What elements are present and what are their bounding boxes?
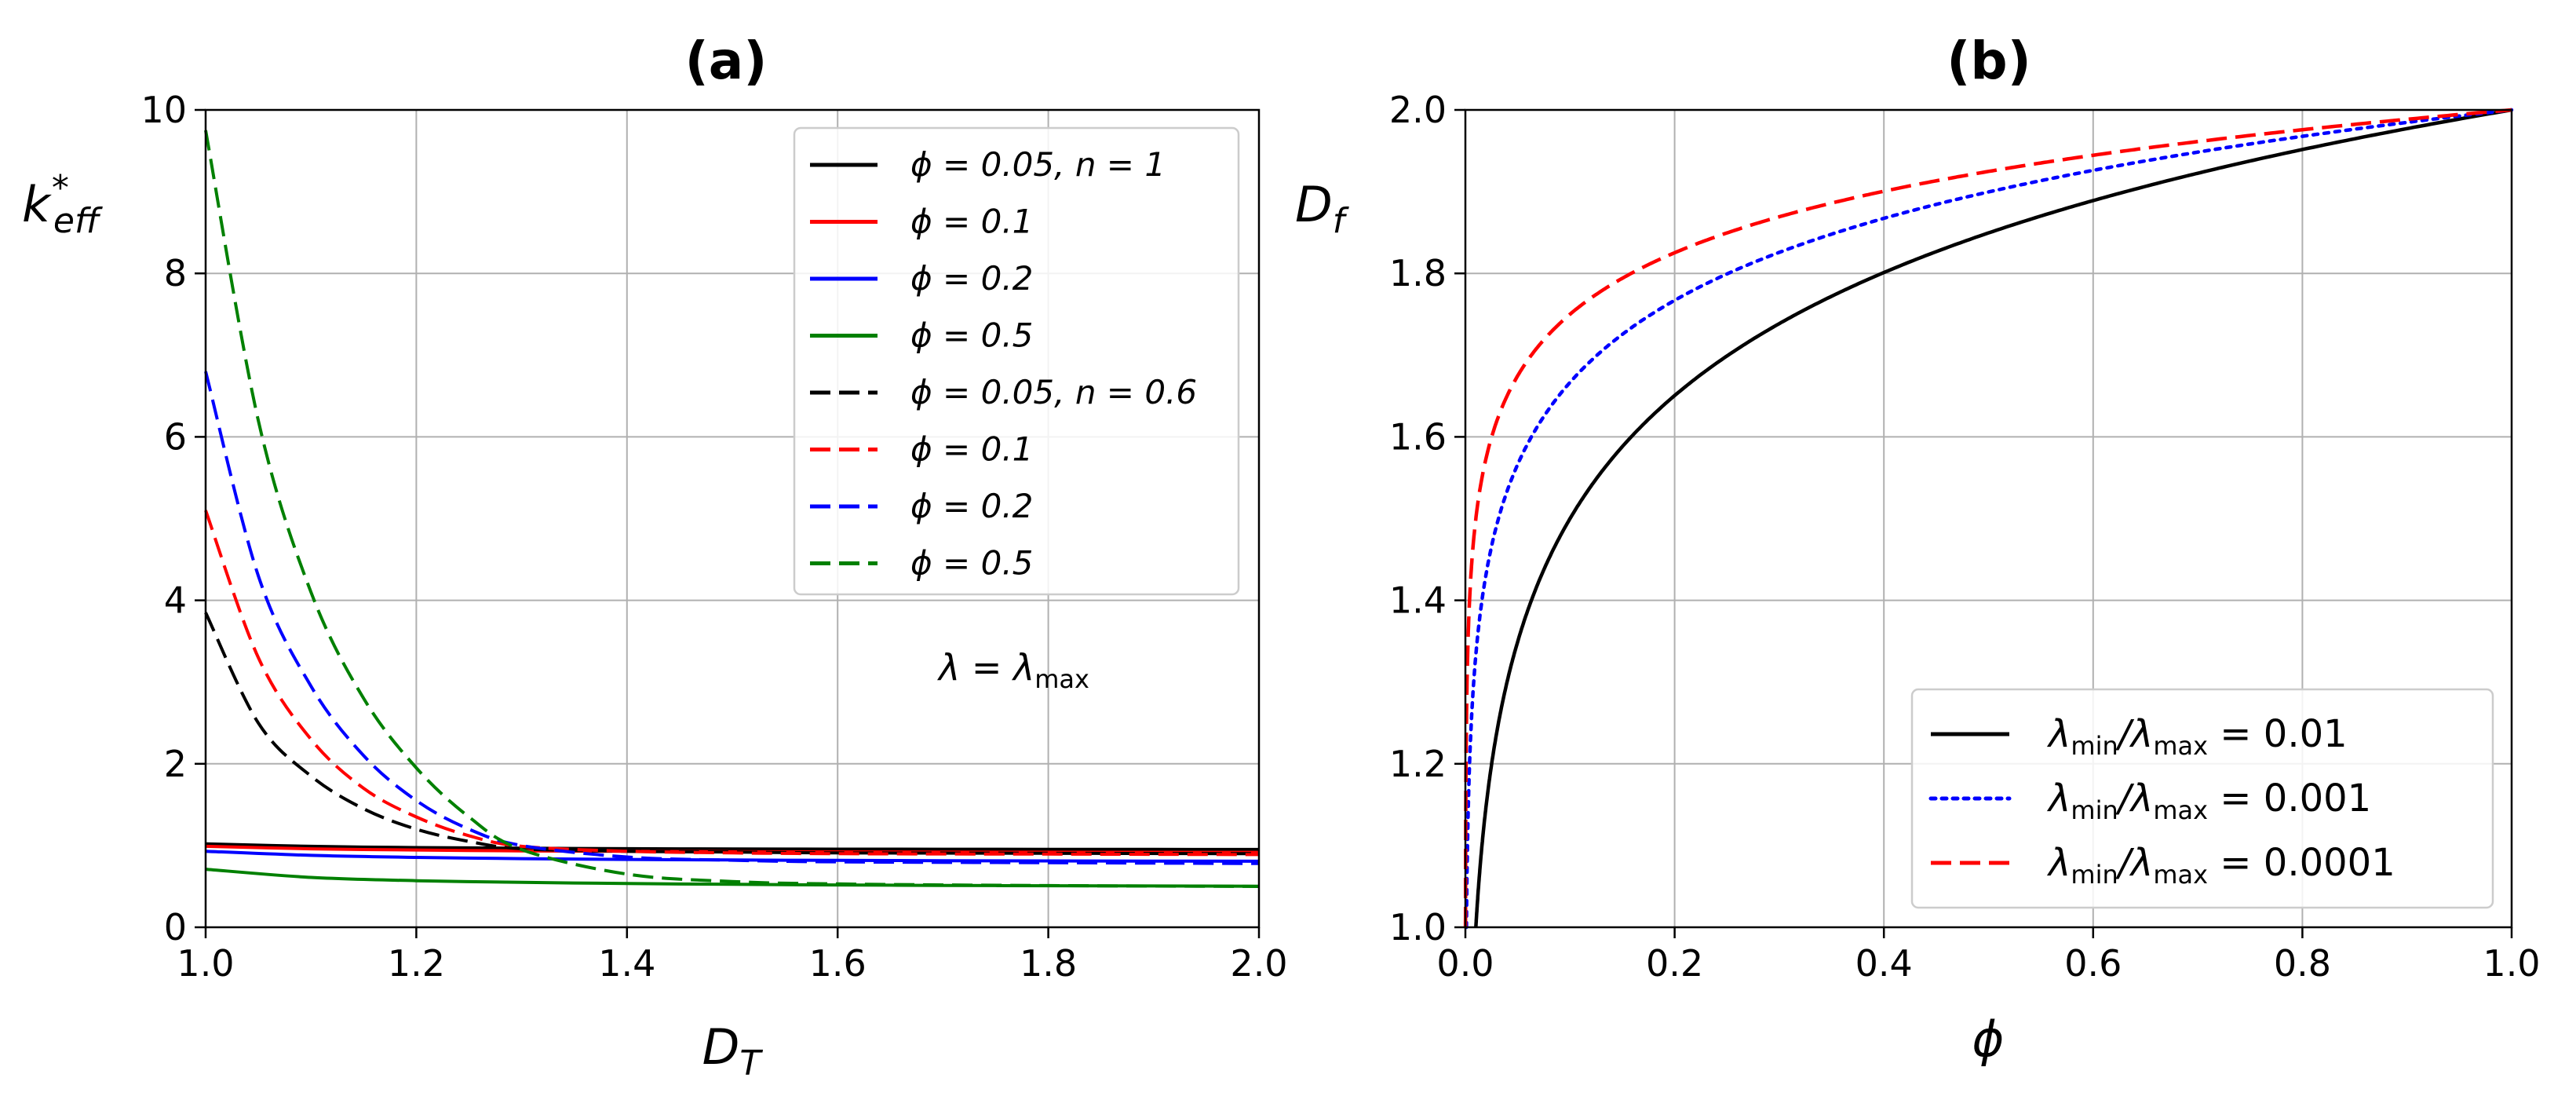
panel-a-series-7-line xyxy=(204,130,1260,888)
panel-b-legend-label-1: λmin/λmax = 0.001 xyxy=(2046,777,2371,825)
panel-a-xtick-label: 1.4 xyxy=(598,942,655,985)
panel-b-ytick-label: 1.0 xyxy=(1389,906,1447,948)
panel-a-legend-frame xyxy=(793,126,1240,596)
panel-b-xlabel: ϕ xyxy=(1972,1010,2005,1068)
panel-a-ytick-label: 8 xyxy=(164,252,187,294)
panel-a-ytick-label: 4 xyxy=(164,579,187,622)
panel-a-xlabel-main: D xyxy=(702,1018,740,1076)
panel-a-xtick-label: 1.2 xyxy=(388,942,445,985)
panel-a-title: (a) xyxy=(685,31,768,91)
panel-a-annotation-text: λ = λ xyxy=(936,646,1034,689)
panel-b-lines xyxy=(1463,108,2514,930)
panel-b-legend-label-2: λmin/λmax = 0.0001 xyxy=(2046,841,2395,890)
panel-b-series-0-line xyxy=(1474,108,2512,928)
panel-b-series-2-line xyxy=(1463,108,2512,927)
panel-b-ytick-label: 1.4 xyxy=(1389,579,1447,622)
panel-b-legend-frame xyxy=(1910,688,2494,909)
panel-a-ylabel-sup: * xyxy=(52,168,69,208)
panel-b-ticks: 0.0 0.2 0.4 0.6 0.8 1.0 1.0 1.2 1.4 1.6 1.8 2.0 xyxy=(1389,89,2541,985)
panel-a-legend-label-7: ϕ = 0.5 xyxy=(910,544,1033,583)
panel-a-axes-frame xyxy=(204,108,1261,929)
panel-a-series-0-line xyxy=(205,842,1260,851)
panel-a-xlabel-sub: T xyxy=(739,1043,763,1084)
panel-b-ytick-label: 1.2 xyxy=(1389,743,1447,785)
panel-b-legend-value-0: 0.01 xyxy=(2264,712,2348,756)
panel-a-ytick-label: 6 xyxy=(164,415,187,458)
panel-b-xtick-label: 0.4 xyxy=(1855,942,1913,985)
panel-a-ytick-label: 10 xyxy=(140,89,187,131)
panel-a-legend-label-1: ϕ = 0.1 xyxy=(910,203,1033,241)
panel-b-xtick-label: 0.6 xyxy=(2064,942,2122,985)
panel-a-ticks: 1.0 1.2 1.4 1.6 1.8 2.0 0 2 4 6 8 10 xyxy=(140,89,1287,985)
panel-b-xtick-label: 0.8 xyxy=(2274,942,2331,985)
panel-a-ylabel-sub: eff xyxy=(53,201,103,241)
panel-b-ytick-label: 2.0 xyxy=(1389,89,1447,131)
panel-b-legend: λmin/λmax = 0.01 λmin/λmax = 0.001 λmin/λm… xyxy=(1910,688,2494,909)
panel-a-ytick-label: 0 xyxy=(164,906,187,948)
panel-b-ylabel-main: D xyxy=(1295,176,1333,233)
panel-b-legend-value-2: 0.0001 xyxy=(2264,841,2395,885)
panel-b-title: (b) xyxy=(1947,31,2031,91)
panel-a-annotation: λ = λmax xyxy=(936,646,1089,694)
panel-a-legend-label-0: ϕ = 0.05, n = 1 xyxy=(910,145,1166,184)
panel-b-xtick-label: 0.0 xyxy=(1436,942,1494,985)
panel-a-annotation-sub: max xyxy=(1034,664,1089,694)
panel-b: (b) 0.0 0.2 0.4 0.6 0.8 1.0 1.0 1.2 1.4 1.6 1.8 2.0… xyxy=(1295,31,2541,1068)
panel-b-xtick-label: 0.2 xyxy=(1646,942,1703,985)
panel-a-ytick-label: 2 xyxy=(164,743,187,785)
panel-a-series-4-line xyxy=(204,612,1260,856)
panel-a-legend-label-6: ϕ = 0.2 xyxy=(910,487,1033,525)
panel-a-xtick-label: 2.0 xyxy=(1230,942,1287,985)
panel-b-legend-items: λmin/λmax = 0.01 λmin/λmax = 0.001 λmin/λm… xyxy=(1928,712,2395,890)
panel-a-legend-label-3: ϕ = 0.5 xyxy=(910,316,1033,355)
panel-a-xtick-label: 1.8 xyxy=(1020,942,1077,985)
panel-a-ylabel: k* eff xyxy=(22,168,103,241)
panel-b-ytick-label: 1.8 xyxy=(1389,252,1447,294)
panel-a-legend-label-4: ϕ = 0.05, n = 0.6 xyxy=(910,373,1197,411)
panel-a: (a) 1.0 1.2 1.4 1.6 1.8 2.0 0 2 4 6 8 10 k* eff DT λ… xyxy=(22,31,1288,1084)
panel-a-legend-items: ϕ = 0.05, n = 1 ϕ = 0.1 ϕ = 0.2 ϕ = 0.5 ϕ = … xyxy=(810,145,1197,583)
panel-b-xtick-label: 1.0 xyxy=(2483,942,2540,985)
panel-b-legend-label-0: λmin/λmax = 0.01 xyxy=(2046,712,2348,761)
panel-a-legend: ϕ = 0.05, n = 1 ϕ = 0.1 ϕ = 0.2 ϕ = 0.5 ϕ = … xyxy=(793,126,1240,596)
panel-a-xlabel: DT xyxy=(702,1018,764,1084)
panel-a-legend-label-2: ϕ = 0.2 xyxy=(910,259,1033,298)
panel-b-axes-frame xyxy=(1464,108,2513,929)
panel-a-xtick-label: 1.6 xyxy=(809,942,867,985)
panel-a-xtick-label: 1.0 xyxy=(177,942,234,985)
panel-a-legend-label-5: ϕ = 0.1 xyxy=(910,430,1033,469)
panel-b-series-1-line xyxy=(1465,108,2514,930)
panel-a-lines xyxy=(204,130,1260,888)
panel-b-ytick-label: 1.6 xyxy=(1389,415,1447,458)
panel-b-legend-value-1: 0.001 xyxy=(2264,777,2371,820)
panel-a-ylabel-main: k xyxy=(22,176,52,233)
